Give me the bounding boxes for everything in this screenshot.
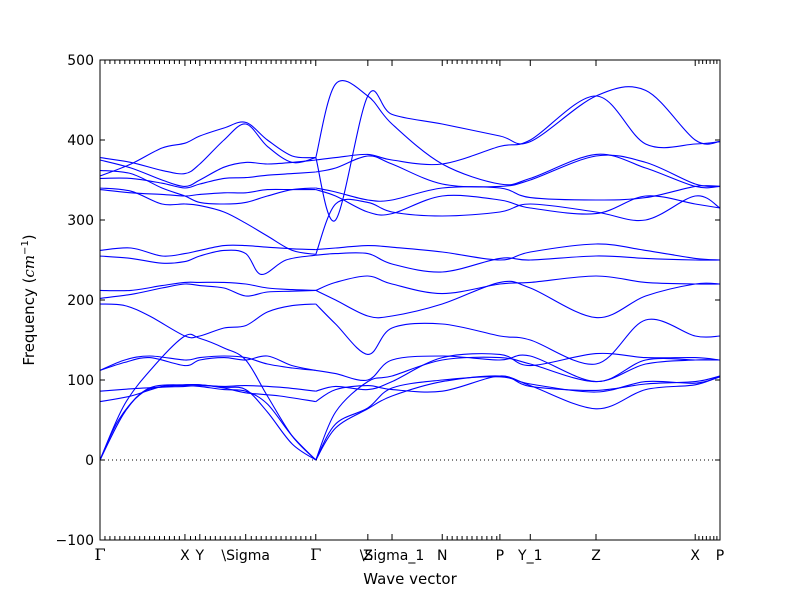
phonon-branch-24 <box>315 354 720 383</box>
dispersion-curves <box>99 80 721 461</box>
x-tick-label: Γ <box>310 545 321 564</box>
phonon-branch-10 <box>99 249 316 275</box>
y-tick-label: 400 <box>67 133 94 149</box>
phonon-branch-30 <box>315 195 721 255</box>
phonon-branch-4 <box>99 385 316 392</box>
y-tick-label: −100 <box>56 533 94 549</box>
x-tick-label: N <box>437 548 447 564</box>
phonon-branch-25 <box>315 303 721 365</box>
phonon-branch-18 <box>99 121 316 177</box>
phonon-branch-6 <box>99 355 316 371</box>
phonon-branch-29 <box>315 243 721 261</box>
x-tick-label: \Sigma_1 <box>360 548 425 564</box>
y-tick-label: 0 <box>85 453 94 469</box>
phonon-branch-27 <box>315 275 721 295</box>
y-tick-label: 500 <box>67 53 94 69</box>
phonon-branch-2 <box>99 333 317 461</box>
phonon-branch-8 <box>99 283 316 299</box>
x-tick-label: Γ <box>94 545 105 564</box>
x-axis-ticks: Γ X Y \Sigma Γ Z\Sigma_1 N P Y_1 Z X P <box>94 60 724 564</box>
phonon-branch-26 <box>315 280 721 319</box>
x-axis-title: Wave vector <box>363 570 457 588</box>
y-tick-label: 200 <box>67 293 94 309</box>
phonon-branch-15 <box>99 169 316 205</box>
phonon-branch-22 <box>315 375 721 403</box>
phonon-branch-21 <box>315 356 721 461</box>
phonon-branch-33 <box>315 185 721 202</box>
phonon-branch-28 <box>315 252 721 273</box>
y-axis-title: Frequency (cm−1) <box>20 234 38 365</box>
phonon-branch-23 <box>315 352 721 392</box>
x-tick-label: Z <box>591 548 601 564</box>
phonon-branch-36 <box>315 86 721 222</box>
x-tick-label: Y <box>195 548 205 564</box>
phonon-branch-34 <box>315 95 721 166</box>
x-tick-label: Y_1 <box>517 548 542 564</box>
phonon-branch-35 <box>315 80 721 189</box>
y-tick-label: 100 <box>67 373 94 389</box>
x-tick-label: \Sigma <box>221 548 270 564</box>
phonon-branch-32 <box>315 154 721 188</box>
phonon-branch-9 <box>99 281 316 292</box>
y-tick-label: 300 <box>67 213 94 229</box>
phonon-branch-12 <box>99 187 316 255</box>
phonon-branch-7 <box>99 303 316 339</box>
phonon-branch-11 <box>99 244 316 257</box>
x-tick-label: P <box>716 548 724 564</box>
phonon-branch-31 <box>315 189 721 216</box>
phonon-branch-5 <box>99 355 316 371</box>
x-tick-label: P <box>496 548 504 564</box>
x-tick-label: Z <box>363 548 373 564</box>
phonon-branch-3 <box>99 383 316 403</box>
phonon-branch-20 <box>315 376 721 461</box>
x-tick-label: X <box>180 548 190 564</box>
phonon-branch-16 <box>99 159 316 187</box>
phonon-branch-17 <box>99 123 316 175</box>
x-tick-label: X <box>690 548 700 564</box>
phonon-branch-13 <box>99 188 316 197</box>
y-axis-ticks: −100 0 100 200 300 400 500 <box>56 53 720 549</box>
